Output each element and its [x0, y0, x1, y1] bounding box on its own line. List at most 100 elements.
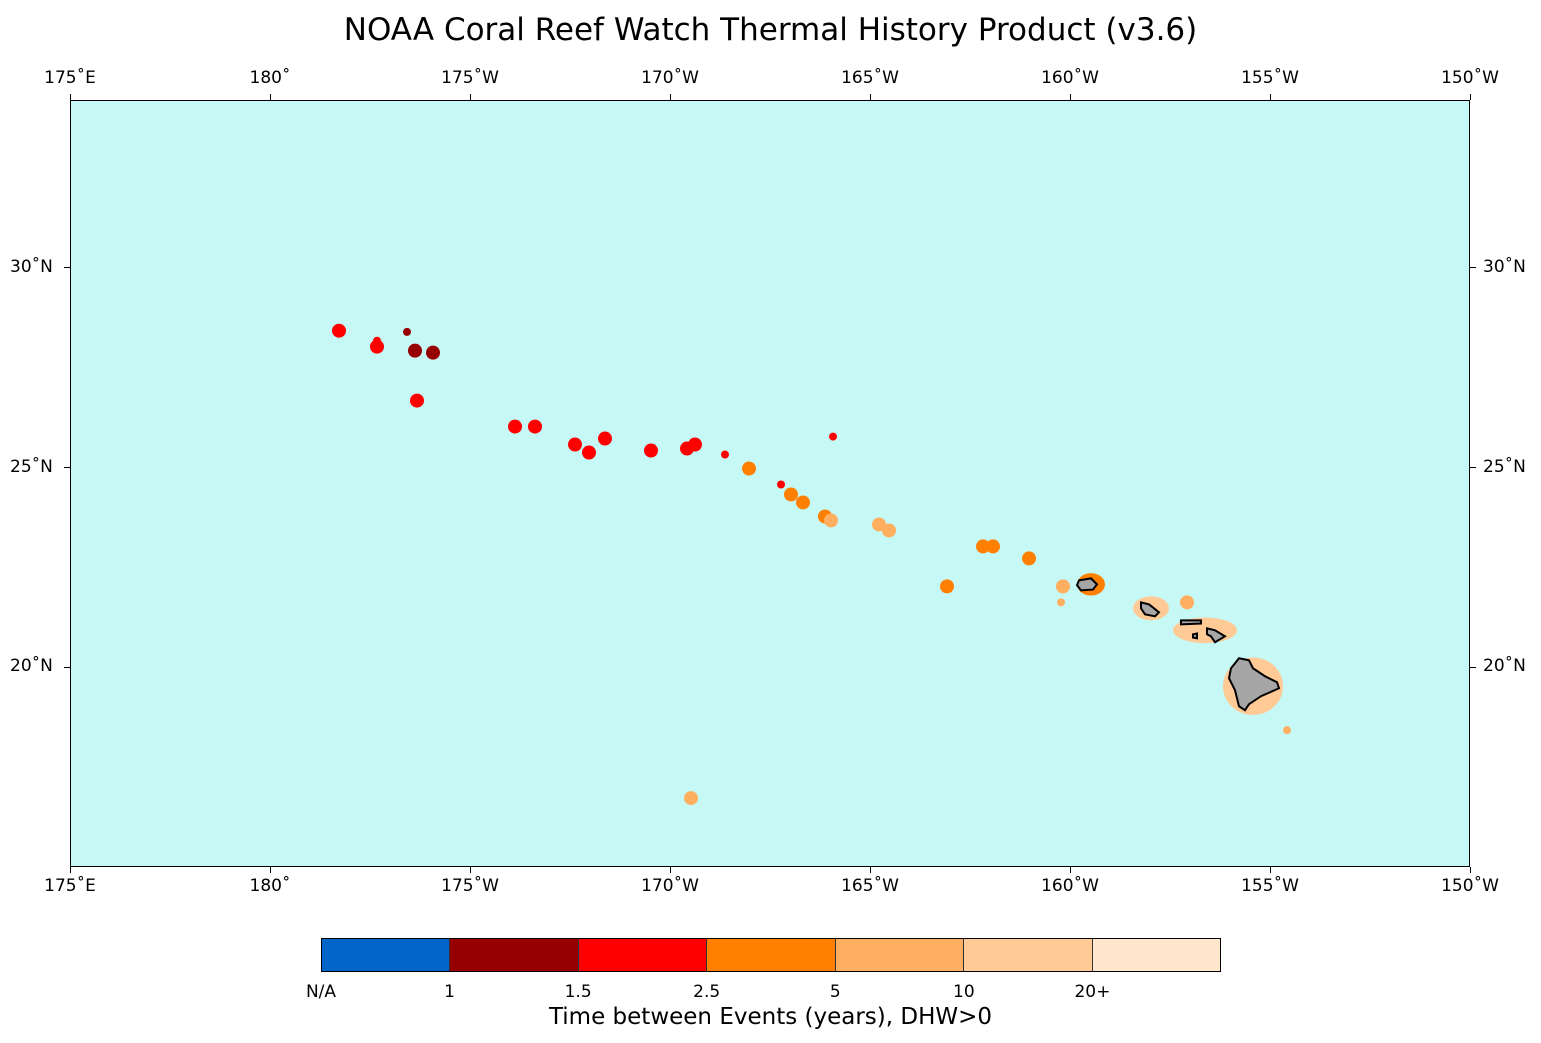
tick-mark [1470, 467, 1476, 469]
reef-point [940, 579, 954, 594]
tick-mark [869, 94, 871, 100]
reef-point [1283, 726, 1291, 735]
reef-point [370, 339, 384, 354]
land-polygon [1140, 601, 1161, 618]
tick-mark [469, 94, 471, 100]
tick-mark [1469, 867, 1471, 873]
reef-point [644, 443, 658, 458]
colorbar-title: Time between Events (years), DHW>0 [548, 1004, 993, 1030]
x-tick-label: 165˚W [841, 68, 899, 88]
reef-point [568, 437, 582, 452]
reef-point [688, 437, 702, 452]
reef-point [408, 343, 422, 358]
reef-point [777, 480, 785, 489]
x-tick-label: 175˚E [44, 876, 96, 896]
colorbar [321, 938, 1221, 972]
colorbar-segment [835, 939, 965, 971]
reef-point [829, 432, 837, 441]
x-tick-label: 175˚E [44, 68, 96, 88]
reef-point [882, 523, 896, 538]
x-tick-label: 155˚W [1241, 68, 1299, 88]
tick-mark [1069, 94, 1071, 100]
y-tick-label: 25˚N [10, 456, 53, 477]
x-tick-label: 150˚W [1441, 876, 1499, 896]
x-tick-label: 160˚W [1041, 68, 1099, 88]
colorbar-tick-label: 1.5 [564, 982, 592, 1002]
reef-point [410, 393, 424, 408]
x-tick-label: 155˚W [1241, 876, 1299, 896]
land-polygon [1075, 577, 1099, 592]
colorbar-tick-label: N/A [305, 982, 337, 1002]
map-title: NOAA Coral Reef Watch Thermal History Pr… [343, 12, 1198, 48]
land-polygon [1227, 657, 1281, 712]
reef-point [976, 539, 990, 554]
y-tick-label: 30˚N [10, 256, 53, 277]
tick-mark [69, 867, 71, 873]
tick-mark [1269, 867, 1271, 873]
reef-point [1056, 579, 1070, 594]
reef-point [598, 431, 612, 446]
reef-point [332, 323, 346, 338]
reef-point [1180, 595, 1194, 610]
x-tick-label: 170˚W [641, 68, 699, 88]
tick-mark [1469, 94, 1471, 100]
x-tick-label: 180˚ [249, 876, 291, 896]
tick-mark [469, 867, 471, 873]
colorbar-tick-label: 2.5 [693, 982, 721, 1002]
x-tick-label: 175˚W [441, 68, 499, 88]
reef-point [784, 487, 798, 502]
tick-mark [669, 94, 671, 100]
reef-point [508, 419, 522, 434]
colorbar-segment [578, 939, 708, 971]
land-polygon [1180, 619, 1202, 626]
reef-point [684, 791, 698, 806]
land-polygon [1206, 627, 1227, 644]
colorbar-segment [1092, 939, 1220, 971]
y-tick-label: 30˚N [1483, 256, 1526, 277]
tick-mark [1470, 666, 1476, 668]
x-tick-label: 175˚W [441, 876, 499, 896]
x-tick-label: 150˚W [1441, 68, 1499, 88]
reef-point [1022, 551, 1036, 566]
colorbar-tick-label: 20+ [1074, 982, 1111, 1002]
reef-point [796, 495, 810, 510]
tick-mark [64, 267, 70, 269]
colorbar-segment [964, 939, 1093, 971]
colorbar-segment [322, 939, 451, 971]
reef-point [426, 345, 440, 360]
tick-mark [69, 94, 71, 100]
reef-point [824, 513, 838, 528]
x-tick-label: 170˚W [641, 876, 699, 896]
colorbar-tick-label: 1 [444, 982, 455, 1002]
tick-mark [1269, 94, 1271, 100]
colorbar-tick-label: 5 [829, 982, 841, 1002]
colorbar-segment [707, 939, 836, 971]
y-tick-label: 20˚N [10, 656, 53, 677]
land-polygon [1192, 632, 1198, 640]
tick-mark [1470, 267, 1476, 269]
tick-mark [869, 867, 871, 873]
tick-mark [269, 94, 271, 100]
reef-point [986, 539, 1000, 554]
x-tick-label: 160˚W [1041, 876, 1099, 896]
tick-mark [64, 467, 70, 469]
y-tick-label: 25˚N [1483, 456, 1526, 477]
reef-point [403, 327, 411, 336]
y-tick-label: 20˚N [1483, 656, 1526, 677]
tick-mark [669, 867, 671, 873]
map-canvas [71, 101, 1469, 866]
x-tick-label: 165˚W [841, 876, 899, 896]
reef-point [742, 461, 756, 476]
map-panel [70, 100, 1470, 867]
reef-point [582, 445, 596, 460]
ocean-background [71, 101, 1469, 866]
colorbar-tick-label: 10 [953, 982, 975, 1002]
tick-mark [64, 666, 70, 668]
colorbar-segment [450, 939, 579, 971]
x-tick-label: 180˚ [249, 68, 291, 88]
tick-mark [269, 867, 271, 873]
reef-point [528, 419, 542, 434]
reef-point [721, 450, 729, 459]
tick-mark [1069, 867, 1071, 873]
reef-point [1057, 598, 1065, 607]
